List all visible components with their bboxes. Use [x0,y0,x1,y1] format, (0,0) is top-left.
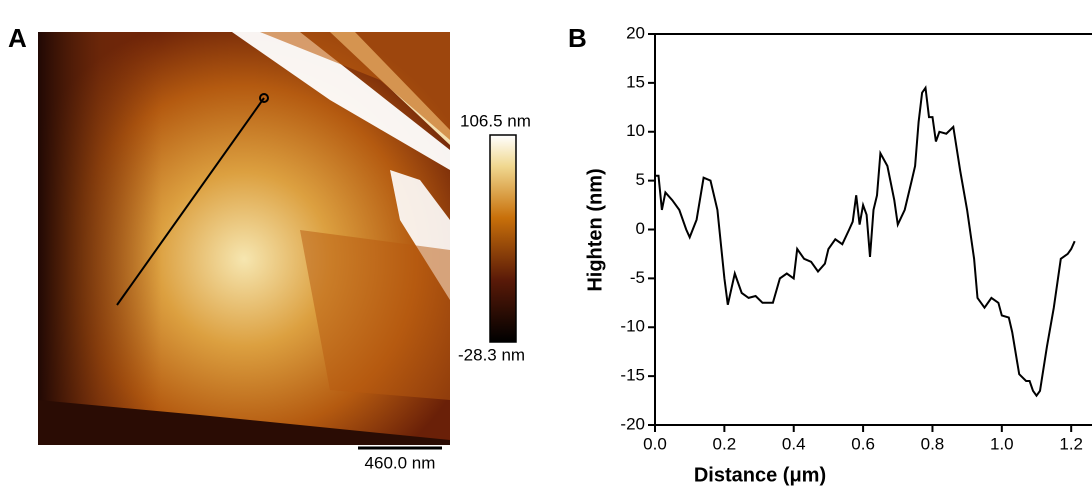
x-axis-title: Distance (μm) [694,464,826,486]
y-tick-label: -10 [620,317,645,336]
panel-label: B [568,23,587,53]
x-tick-label: 1.2 [1059,434,1083,453]
y-tick-label: -15 [620,366,645,385]
x-tick-label: 0.2 [713,434,737,453]
line-series [655,85,1076,398]
y-tick-label: -20 [620,414,645,433]
y-axis-title: Highten (nm) [584,168,606,291]
x-tick-label: 0.4 [782,434,806,453]
x-tick-label: 0.6 [851,434,875,453]
y-tick-label: 10 [626,121,645,140]
panel-label: A [8,23,27,53]
y-tick-label: 0 [636,219,645,238]
colorbar [489,134,517,343]
y-tick-label: 5 [636,170,645,189]
y-tick-label: -5 [630,268,645,287]
afm-image [38,32,450,445]
y-tick-label: 15 [626,72,645,91]
y-tick-label: 20 [626,23,645,42]
x-tick-label: 0.0 [643,434,667,453]
x-tick-label: 1.0 [990,434,1014,453]
colorbar-max: 106.5 nm [460,111,531,130]
colorbar-min: -28.3 nm [458,345,525,364]
scale-bar-label: 460.0 nm [365,453,436,472]
x-tick-label: 0.8 [921,434,945,453]
